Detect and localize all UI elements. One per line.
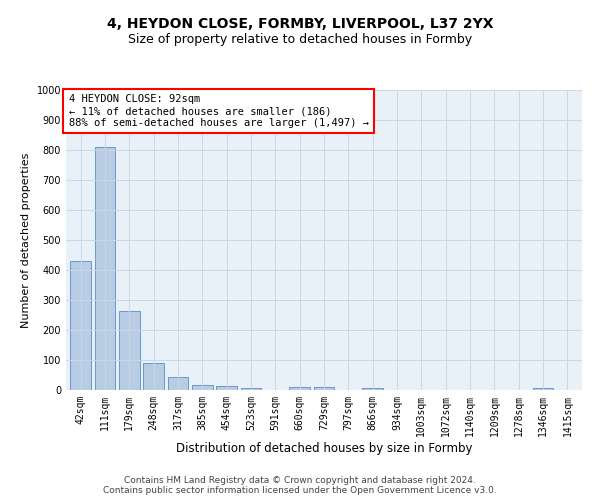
X-axis label: Distribution of detached houses by size in Formby: Distribution of detached houses by size … bbox=[176, 442, 472, 454]
Text: Size of property relative to detached houses in Formby: Size of property relative to detached ho… bbox=[128, 32, 472, 46]
Bar bbox=[192, 384, 212, 390]
Bar bbox=[216, 386, 237, 390]
Bar bbox=[167, 378, 188, 390]
Bar bbox=[314, 387, 334, 390]
Bar bbox=[119, 310, 140, 390]
Text: 4 HEYDON CLOSE: 92sqm
← 11% of detached houses are smaller (186)
88% of semi-det: 4 HEYDON CLOSE: 92sqm ← 11% of detached … bbox=[68, 94, 368, 128]
Bar bbox=[289, 387, 310, 390]
Bar bbox=[241, 388, 262, 390]
Text: 4, HEYDON CLOSE, FORMBY, LIVERPOOL, L37 2YX: 4, HEYDON CLOSE, FORMBY, LIVERPOOL, L37 … bbox=[107, 18, 493, 32]
Bar bbox=[533, 388, 553, 390]
Bar bbox=[362, 388, 383, 390]
Bar bbox=[95, 147, 115, 390]
Y-axis label: Number of detached properties: Number of detached properties bbox=[21, 152, 31, 328]
Text: Contains HM Land Registry data © Crown copyright and database right 2024.
Contai: Contains HM Land Registry data © Crown c… bbox=[103, 476, 497, 495]
Bar bbox=[143, 363, 164, 390]
Bar bbox=[70, 261, 91, 390]
